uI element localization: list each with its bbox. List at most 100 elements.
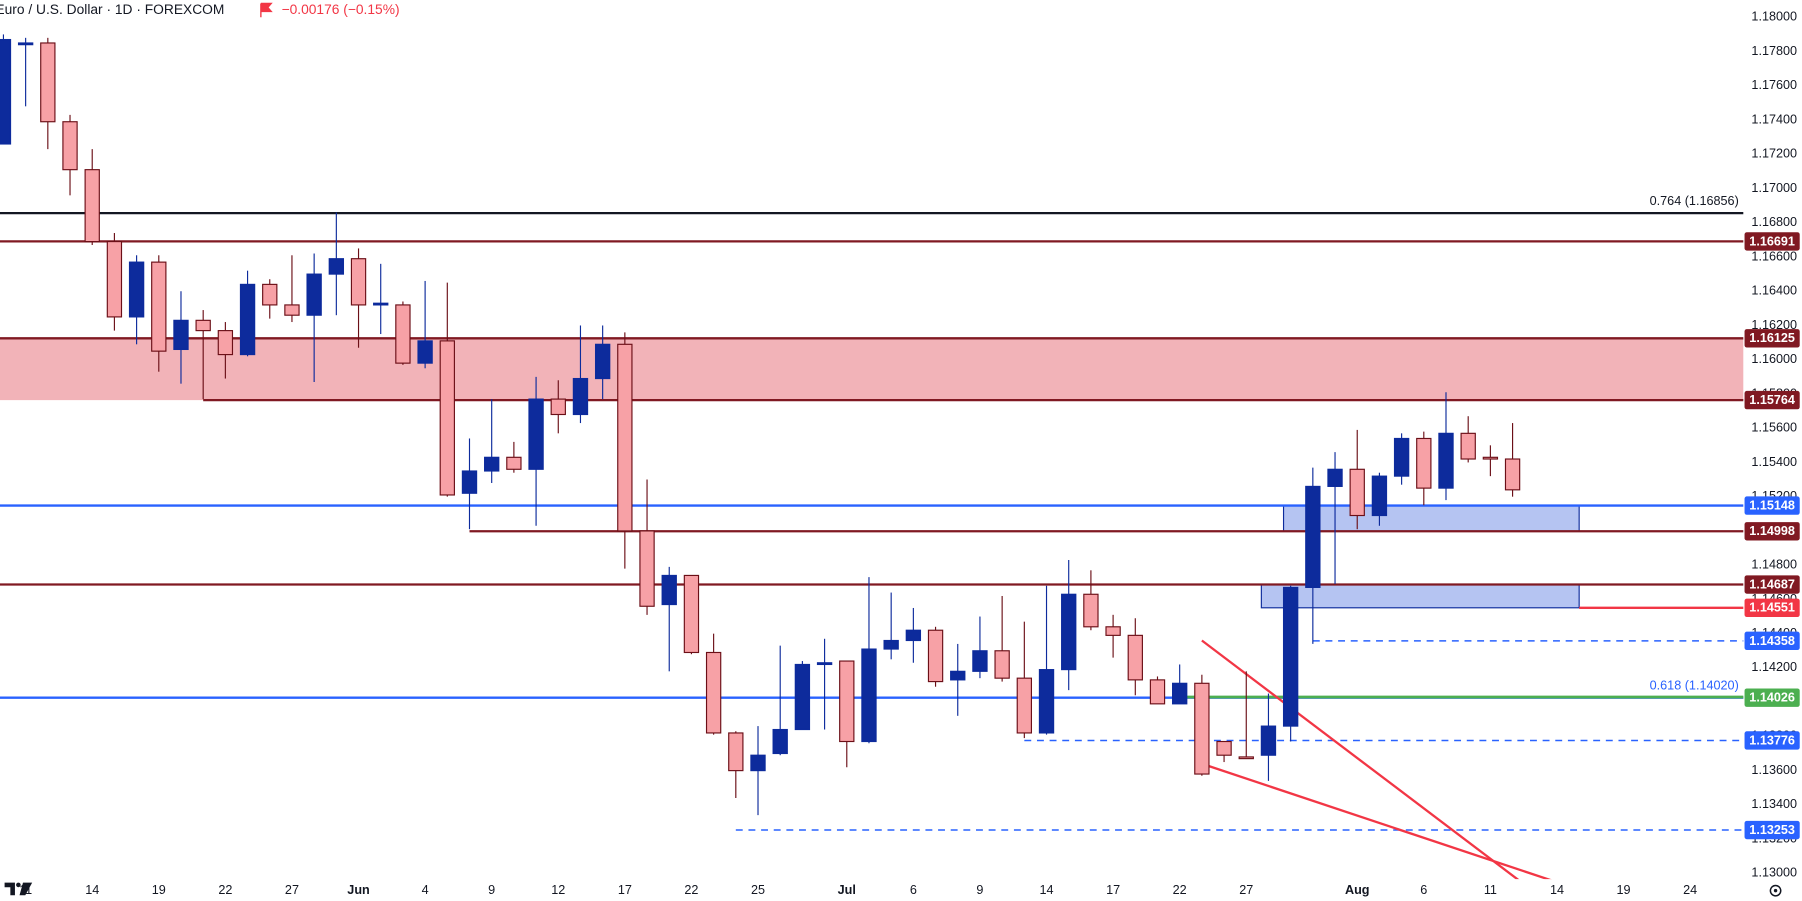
candle-body <box>17 42 34 46</box>
y-tick-label: 1.17200 <box>1751 147 1797 161</box>
x-tick-label: 4 <box>422 883 429 897</box>
candle-body <box>1416 437 1432 489</box>
candle-body <box>1460 432 1476 460</box>
level-tag <box>1744 731 1800 750</box>
candle-body <box>1016 677 1033 734</box>
level-tag-label: 1.16125 <box>1749 331 1795 345</box>
level-tag <box>1744 598 1800 617</box>
candle-body <box>506 456 522 470</box>
candle-body <box>306 273 322 316</box>
y-tick-label: 1.15400 <box>1751 455 1797 469</box>
candle-body <box>750 754 766 772</box>
x-tick-label: Jul <box>838 883 856 897</box>
x-tick-label: 6 <box>1420 883 1427 897</box>
candle-body <box>106 241 123 318</box>
level-tag-label: 1.14998 <box>1749 524 1795 538</box>
level-tag <box>1744 575 1800 594</box>
level-note: 0.618 (1.14020) <box>1650 679 1739 693</box>
candle-body <box>1127 634 1143 681</box>
y-tick-label: 1.13400 <box>1751 797 1797 811</box>
candle-body <box>861 648 877 743</box>
level-tag <box>1744 820 1800 840</box>
candle-body <box>528 398 544 470</box>
candle-body <box>794 663 811 731</box>
chart-title: Euro / U.S. Dollar · 1D · FOREXCOM <box>0 2 224 17</box>
candle-body <box>728 732 744 772</box>
x-tick-label: 22 <box>684 883 698 897</box>
candle-body <box>350 258 367 306</box>
x-tick-label: 24 <box>1683 883 1697 897</box>
level-tag <box>1744 688 1800 707</box>
x-tick-label: 14 <box>85 883 99 897</box>
candle-body <box>461 470 478 494</box>
y-tick-label: 1.15600 <box>1751 421 1797 435</box>
y-tick-label: 1.16400 <box>1751 284 1797 298</box>
candle-body <box>1438 432 1454 489</box>
y-tick-label: 1.16000 <box>1751 352 1797 366</box>
header: Euro / U.S. Dollar · 1D · FOREXCOM −0.00… <box>0 2 400 18</box>
level-tag-label: 1.15148 <box>1749 499 1795 513</box>
candle-body <box>284 304 300 316</box>
x-tick-label: 27 <box>1239 883 1253 897</box>
candle-body <box>40 42 56 123</box>
candle-body <box>1194 682 1210 775</box>
candle-body <box>1149 679 1166 705</box>
y-tick-label: 1.13600 <box>1751 763 1797 777</box>
candle-body <box>994 650 1010 679</box>
candle-body <box>0 38 12 145</box>
x-tick-label: 11 <box>19 883 32 897</box>
candle-body <box>217 330 234 356</box>
tradingview-logo[interactable] <box>4 882 33 896</box>
candle-body <box>1371 475 1388 517</box>
level-tag <box>1744 522 1800 541</box>
candle-body <box>816 662 833 666</box>
price-change: −0.00176 (−0.15%) <box>282 2 400 17</box>
candle-body <box>1061 593 1077 671</box>
level-tag-label: 1.13776 <box>1749 733 1795 747</box>
candle-body <box>927 629 944 683</box>
price-axis: 1.18000 1.17800 1.17600 1.17400 1.17200 1.170… <box>1744 10 1800 880</box>
x-tick-label: 25 <box>751 883 765 897</box>
x-tick-label: 12 <box>551 883 565 897</box>
y-tick-label: 1.17600 <box>1751 78 1797 92</box>
level-tag <box>1744 390 1800 410</box>
candle-body <box>484 456 500 472</box>
candle-body <box>195 319 211 332</box>
zone <box>1282 505 1580 532</box>
x-tick-label: 22 <box>1173 883 1187 897</box>
y-tick-label: 1.17800 <box>1751 44 1797 58</box>
candle-body <box>683 574 700 654</box>
candle-body <box>839 660 855 743</box>
level-tag-label: 1.14551 <box>1749 601 1795 615</box>
candle-body <box>572 377 589 416</box>
y-tick-label: 1.16200 <box>1751 318 1797 332</box>
candle-body <box>1260 725 1277 756</box>
candle-body <box>972 650 988 672</box>
zone <box>0 338 1744 401</box>
x-tick-label: Jun <box>347 883 369 897</box>
candle-body <box>151 261 167 352</box>
candle-body <box>661 574 677 606</box>
candle-body <box>1327 468 1343 487</box>
x-tick-label: 6 <box>910 883 917 897</box>
settings-icon[interactable] <box>1769 884 1782 897</box>
candle-body <box>84 169 100 243</box>
level-tag <box>1744 329 1800 348</box>
y-tick-label: 1.14800 <box>1751 558 1797 572</box>
candle-body <box>395 304 411 364</box>
y-tick-label: 1.14200 <box>1751 660 1797 674</box>
level-tag-label: 1.15764 <box>1749 393 1795 407</box>
x-tick-label: 17 <box>1106 883 1120 897</box>
candle-body <box>772 728 788 755</box>
candle-body <box>550 398 566 416</box>
candle-body <box>1393 437 1410 477</box>
candle-body <box>705 651 722 734</box>
candle-body <box>239 283 256 356</box>
y-tick-label: 1.17400 <box>1751 112 1797 126</box>
candle-body <box>639 530 655 607</box>
x-tick-label: 17 <box>618 883 632 897</box>
y-tick-label: 1.16800 <box>1751 215 1797 229</box>
flag-icon[interactable] <box>260 2 273 18</box>
candle-body <box>439 340 455 496</box>
